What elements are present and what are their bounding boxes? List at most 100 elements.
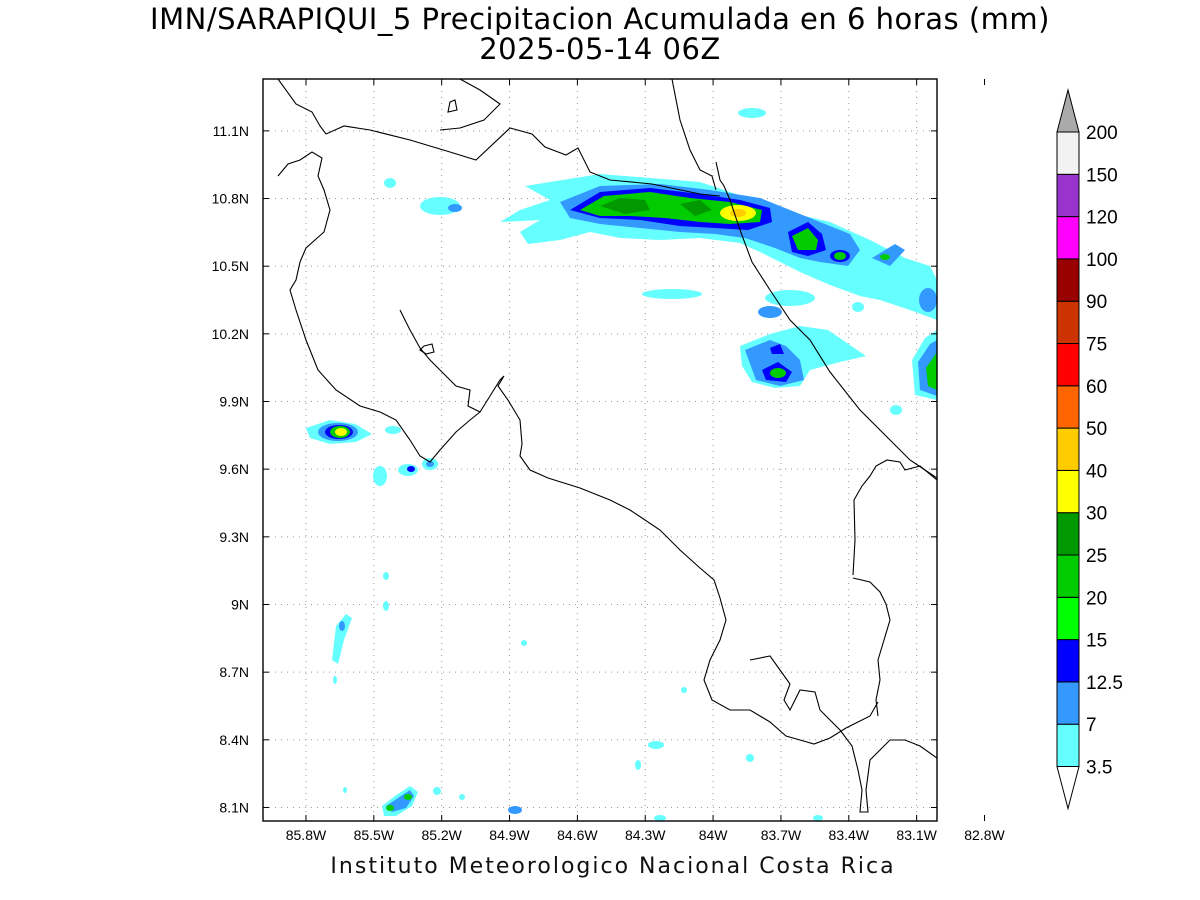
precip-dot-sw-3b	[339, 621, 345, 631]
precip-dot-sw-4	[333, 676, 337, 684]
colorbar-swatch	[1056, 173, 1080, 218]
precip-cell-eastEdge-green	[926, 352, 937, 390]
colorbar-label: 60	[1086, 377, 1107, 398]
precip-cell-northeast-green	[880, 254, 890, 260]
colorbar-swatch	[1056, 216, 1080, 260]
colorbar-label: 90	[1086, 292, 1107, 313]
precip-dot-south-4	[648, 741, 664, 749]
precip-cell-midEast-green	[770, 368, 786, 378]
precip-dot-south-2	[459, 794, 465, 800]
precip-dot-south-10	[654, 815, 666, 821]
colorbar-label: 3.5	[1086, 758, 1112, 779]
y-tick-label: 8.1N	[219, 799, 249, 815]
colorbar-lower-triangle	[1056, 766, 1080, 811]
precip-streak-3	[765, 290, 815, 306]
colorbar-swatch	[1056, 343, 1080, 387]
precip-dot-sw-2	[383, 601, 389, 611]
y-tick-label: 9.3N	[219, 529, 249, 545]
colorbar-swatch	[1056, 131, 1080, 175]
precip-dot-east	[890, 405, 902, 415]
colorbar-swatch	[1056, 554, 1080, 598]
colorbar-label: 15	[1086, 631, 1107, 652]
precip-cell-east2-green	[834, 252, 846, 260]
precip-streak-1	[642, 289, 702, 299]
map-title: IMN/SARAPIQUI_5 Precipitacion Acumulada …	[150, 2, 1050, 36]
x-tick-label: 83.1W	[896, 827, 937, 843]
colorbar-label: 50	[1086, 419, 1107, 440]
precipitation-contours	[306, 108, 937, 821]
colorbar-upper-triangle	[1056, 88, 1080, 133]
axis-ticks: 85.8W 85.5W 85.2W 84.9W 84.6W 84.3W 84W 83.7W 83…	[212, 79, 1006, 843]
precip-dot-sw-1	[383, 572, 389, 580]
x-tick-label: 82.8W	[964, 827, 1005, 843]
y-tick-label: 10.2N	[212, 326, 249, 342]
y-tick-label: 9.9N	[219, 394, 249, 410]
precip-cell-south-green2	[404, 794, 412, 800]
x-tick-label: 85.5W	[354, 827, 395, 843]
precip-streak-2	[738, 108, 766, 118]
colorbar-swatch	[1056, 427, 1080, 471]
precip-dot-south-8	[521, 640, 527, 646]
precip-dot-east-2	[852, 302, 864, 312]
map-frame	[262, 78, 938, 822]
colorbar-swatch	[1056, 469, 1080, 514]
colorbar-swatch	[1056, 385, 1080, 429]
x-tick-label: 85.2W	[421, 827, 462, 843]
colorbar-swatch	[1056, 596, 1080, 641]
precip-cell-south-green	[386, 805, 394, 811]
colorbar-label: 200	[1086, 123, 1118, 144]
colorbar-label: 30	[1086, 504, 1107, 525]
y-tick-label: 8.4N	[219, 732, 249, 748]
colorbar-label: 100	[1086, 250, 1118, 271]
colorbar-label: 7	[1086, 715, 1097, 736]
precip-streak-5	[384, 178, 396, 188]
precip-band-north-darkgreen	[600, 198, 712, 216]
x-tick-label: 83.4W	[829, 827, 870, 843]
precip-dot-south-1	[433, 787, 441, 795]
colorbar-swatch	[1056, 723, 1080, 768]
colorbar-label: 25	[1086, 546, 1107, 567]
colorbar-swatch	[1056, 300, 1080, 345]
colorbar-label: 40	[1086, 461, 1107, 482]
x-tick-label: 83.7W	[761, 827, 802, 843]
y-tick-label: 11.1N	[213, 123, 249, 139]
x-tick-label: 84.9W	[489, 827, 530, 843]
y-tick-label: 8.7N	[219, 664, 249, 680]
colorbar-label: 150	[1086, 165, 1118, 186]
coastlines-and-borders	[277, 79, 937, 813]
precip-dot-south-3	[508, 806, 522, 814]
colorbar: 3.5 7 12.5 15 20 25 30 40 50 60 75 90 100 120 150 200	[1056, 88, 1123, 811]
footer-credit: Instituto Meteorologico Nacional Costa R…	[330, 854, 896, 879]
y-tick-label: 9N	[231, 596, 249, 612]
precip-max-orange	[730, 209, 746, 217]
precip-cell-west-yellow	[335, 428, 347, 436]
colorbar-swatch	[1056, 512, 1080, 556]
precip-dot-south-9	[813, 815, 823, 821]
x-tick-label: 85.8W	[286, 827, 327, 843]
colorbar-label: 12.5	[1086, 673, 1123, 694]
precip-cell-east1-green	[792, 228, 818, 250]
precip-streak-8	[919, 288, 937, 312]
y-tick-label: 10.8N	[212, 191, 249, 207]
x-tick-label: 84.6W	[557, 827, 598, 843]
precip-streak-7	[448, 204, 462, 212]
colorbar-swatch	[1056, 681, 1080, 725]
precip-dot-west-2	[373, 466, 387, 486]
precip-dot-west-4	[407, 466, 415, 472]
precip-dot-south-5	[635, 760, 641, 770]
colorbar-swatch	[1056, 258, 1080, 302]
colorbar-swatch	[1056, 639, 1080, 683]
map-plot-area	[263, 79, 937, 821]
precip-dot-south-6	[681, 687, 687, 693]
colorbar-label: 120	[1086, 208, 1118, 229]
precip-dot-sw-3	[332, 614, 352, 664]
precip-streak-4	[758, 306, 782, 318]
map-gridlines	[263, 79, 937, 821]
precip-dot-south-7	[746, 754, 754, 762]
x-tick-label: 84W	[699, 827, 729, 843]
colorbar-label: 20	[1086, 588, 1107, 609]
colorbar-label: 75	[1086, 335, 1107, 356]
map-subtitle-date: 2025-05-14 06Z	[479, 32, 721, 66]
x-tick-label: 84.3W	[625, 827, 666, 843]
y-tick-label: 9.6N	[219, 461, 249, 477]
